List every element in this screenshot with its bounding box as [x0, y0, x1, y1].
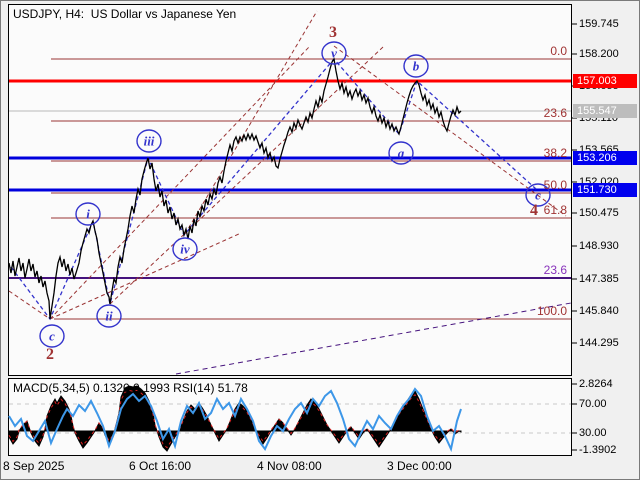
price-axis-label-148.930: 148.930	[579, 240, 619, 252]
wave-circle-i	[75, 202, 101, 226]
price-axis-label-158.200: 158.200	[579, 48, 619, 60]
time-axis-label-4-Nov-08-00: 4 Nov 08:00	[257, 459, 322, 473]
wave-circle-ii	[96, 304, 122, 328]
fib-label-38.2: 38.2	[543, 146, 567, 160]
price-tag-blue-153.206: 153.206	[573, 151, 637, 165]
macd-axis-label--1.3902: -1.3902	[579, 444, 617, 456]
price-axis-label-155.110: 155.110	[579, 112, 618, 124]
wave-number-4: 4	[530, 202, 538, 219]
price-tag-blue-151.730: 151.730	[573, 183, 637, 197]
wave-circle-iii	[136, 129, 162, 153]
wave-circle-iv	[172, 237, 198, 261]
price-axis-label-152.020: 152.020	[579, 176, 619, 188]
wave-circle-c	[525, 183, 551, 207]
channel-dashed-red-4	[184, 10, 318, 235]
wave-circle-a	[388, 141, 414, 165]
price-axis-label-147.385: 147.385	[579, 273, 619, 285]
wave-number-3: 3	[329, 24, 337, 41]
time-axis-label-8-Sep-2025: 8 Sep 2025	[3, 459, 65, 473]
time-axis-label-3-Dec-00-00: 3 Dec 00:00	[387, 459, 452, 473]
channel-dashed-red-3	[49, 232, 242, 320]
wave-label-ii: ii	[105, 308, 113, 324]
fib-label-23.6: 23.6	[543, 106, 567, 120]
macd-axis-label-30.00: 30.00	[579, 427, 607, 439]
wave-label-v: v	[331, 45, 337, 61]
macd-signal-line	[8, 389, 462, 449]
price-line	[8, 57, 462, 320]
wave-label-c: c	[535, 187, 541, 203]
macd-axis-label-2.8264: 2.8264	[579, 378, 613, 390]
wave-number-2: 2	[46, 346, 54, 363]
macd-axis-label-70.00: 70.00	[579, 398, 607, 410]
wave-circle-c	[39, 324, 65, 348]
wave-circle-v	[321, 41, 347, 65]
rsi-line	[8, 387, 462, 453]
fib-label-61.8: 61.8	[543, 203, 567, 217]
wave-label-a: a	[397, 145, 405, 161]
price-axis-label-153.565: 153.565	[579, 144, 619, 156]
trendline-dashed-purple	[175, 302, 572, 375]
wave-label-iii: iii	[143, 133, 155, 149]
price-axis-label-144.295: 144.295	[579, 337, 619, 349]
fib-label-100.0: 100.0	[536, 304, 567, 318]
price-axis-label-150.475: 150.475	[579, 207, 619, 219]
price-tag-gray-155.547: 155.547	[573, 104, 637, 118]
price-tag-red-157.003: 157.003	[573, 74, 637, 88]
price-axis-label-145.840: 145.840	[579, 305, 619, 317]
fib2-label-23.6: 23.6	[543, 263, 567, 277]
channel-dashed-red-5	[333, 45, 567, 217]
price-axis-label-159.745: 159.745	[579, 18, 619, 30]
fib-label-50.0: 50.0	[543, 178, 567, 192]
chart-title: USDJPY, H4: US Dollar vs Japanese Yen	[13, 7, 237, 21]
fib-label-0.0: 0.0	[550, 44, 567, 58]
channel-dashed-red-0	[8, 290, 51, 320]
wave-label-iv: iv	[180, 241, 190, 257]
wave-label-c: c	[49, 328, 55, 344]
elliott-wave-path	[10, 58, 537, 321]
time-axis-label-6-Oct-16-00: 6 Oct 16:00	[129, 459, 192, 473]
wave-label-b: b	[412, 58, 420, 74]
macd-histogram	[8, 385, 462, 452]
wave-label-i: i	[86, 206, 90, 222]
wave-circle-b	[403, 54, 429, 78]
indicator-label: MACD(5,34,5) 0.1320 0.1993 RSI(14) 51.78	[13, 381, 248, 395]
